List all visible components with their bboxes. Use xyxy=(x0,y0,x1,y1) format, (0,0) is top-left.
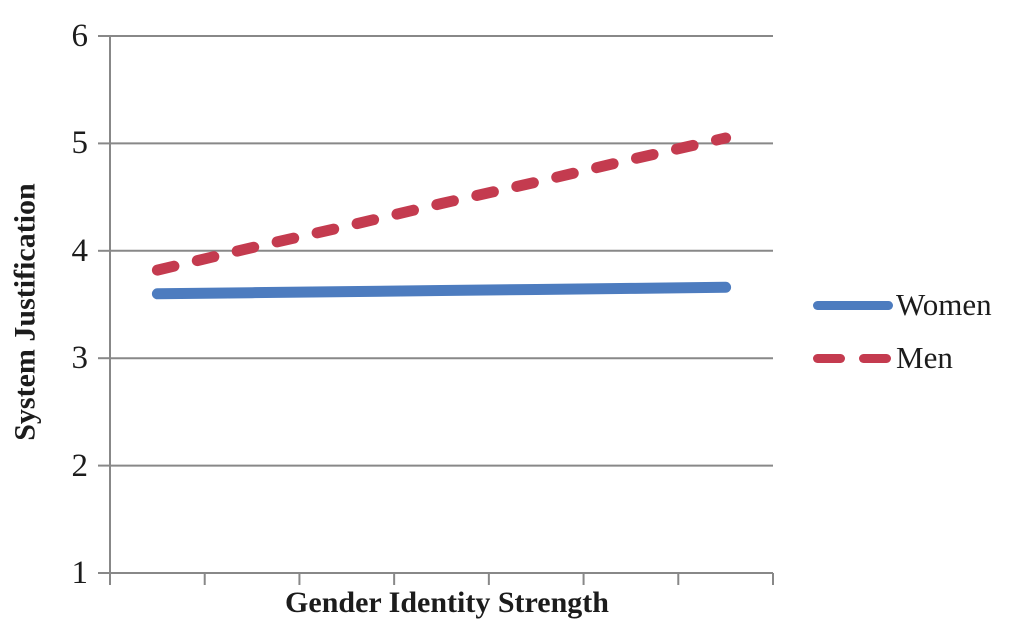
legend-label-men: Men xyxy=(896,340,953,375)
y-axis-title: System Justification xyxy=(8,183,42,441)
y-tick-label-1: 1 xyxy=(71,555,89,591)
y-tick-label-4: 4 xyxy=(71,232,89,269)
y-tick-label-2: 2 xyxy=(71,447,89,484)
y-tick-label-3: 3 xyxy=(71,340,89,377)
legend-swatch-women xyxy=(813,300,893,310)
men-line-swatch-dash xyxy=(813,353,845,363)
men-line-swatch-dash xyxy=(859,353,891,363)
y-tick-label-5: 5 xyxy=(71,125,89,162)
legend: Women Men xyxy=(813,287,992,376)
legend-label-women: Women xyxy=(896,287,992,322)
legend-item-men: Men xyxy=(813,340,992,376)
y-tick-label-6: 6 xyxy=(71,18,89,54)
x-axis-title: Gender Identity Strength xyxy=(285,586,609,619)
series-line-women xyxy=(151,281,732,300)
women-line-swatch xyxy=(813,300,893,310)
series-line-men xyxy=(151,132,732,276)
legend-item-women: Women xyxy=(813,287,992,323)
legend-swatch-men xyxy=(813,353,893,363)
